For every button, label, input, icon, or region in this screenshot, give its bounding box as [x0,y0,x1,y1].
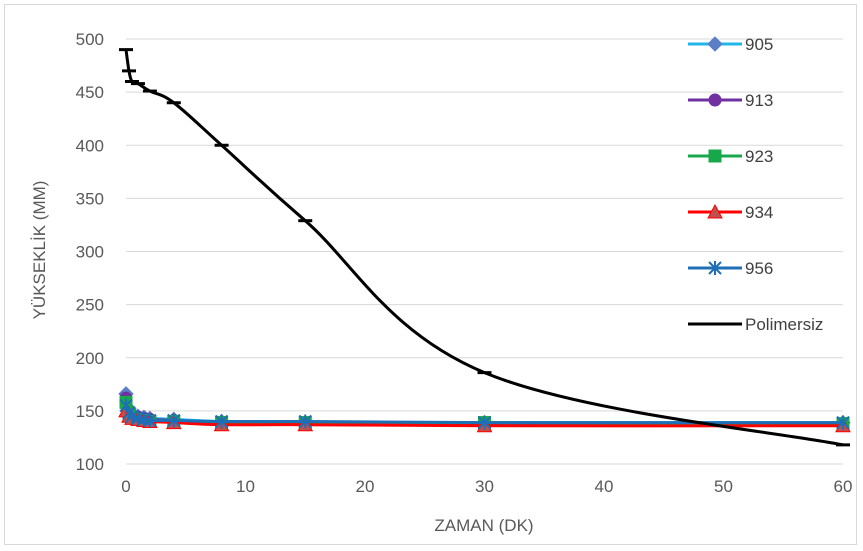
legend-marker-923 [708,149,722,163]
legend-item-913: 913 [688,91,773,110]
point-956-7 [214,414,229,429]
legend-label-923: 923 [745,147,773,166]
series-layer [118,48,851,447]
legend-item-polimersiz: Polimersiz [688,315,823,334]
point-956-5 [143,413,157,428]
legend-label-934: 934 [745,203,773,222]
x-tick-label-50: 50 [714,477,733,496]
series-956 [119,398,850,430]
y-tick-label-150: 150 [76,402,104,421]
y-tick-label-400: 400 [76,136,104,155]
y-axis-title: YÜKSEKLİK (MM) [30,181,49,320]
point-956-9 [477,415,492,430]
point-956-8 [298,414,312,429]
x-tick-label-60: 60 [834,477,853,496]
x-tick-label-30: 30 [475,477,494,496]
x-tick-label-10: 10 [236,477,255,496]
y-tick-label-350: 350 [76,189,104,208]
legend-marker-934 [707,203,723,219]
x-tick-label-20: 20 [356,477,375,496]
legend-label-905: 905 [745,35,773,54]
x-tick-label-0: 0 [121,477,130,496]
legend-label-956: 956 [745,259,773,278]
point-956-6 [167,413,181,428]
y-tick-label-300: 300 [76,243,104,262]
legend-item-934: 934 [688,203,773,222]
y-tick-label-500: 500 [76,30,104,49]
grid-lines [126,38,843,412]
legend: 905 913 923 934 956 Polimersiz [688,35,823,334]
point-956-10 [836,415,850,430]
legend-item-956: 956 [688,259,773,278]
series-line-polimersiz [124,49,844,447]
y-tick-label-450: 450 [76,83,104,102]
tick-labels: 100 150 200 250 300 350 400 450 500 0 10 20 30 40 50 60 [76,30,853,496]
x-axis-title: ZAMAN (DK) [434,516,533,535]
legend-marker-905 [707,36,723,52]
y-tick-label-250: 250 [76,296,104,315]
x-tick-label-40: 40 [595,477,614,496]
legend-item-905: 905 [688,35,773,54]
y-tick-label-100: 100 [76,455,104,474]
y-tick-label-200: 200 [76,349,104,368]
legend-label-913: 913 [745,91,773,110]
legend-marker-956 [708,261,722,275]
legend-item-923: 923 [688,147,773,166]
legend-marker-913 [708,93,722,107]
legend-label-polimersiz: Polimersiz [745,315,823,334]
series-polimersiz [119,48,850,447]
